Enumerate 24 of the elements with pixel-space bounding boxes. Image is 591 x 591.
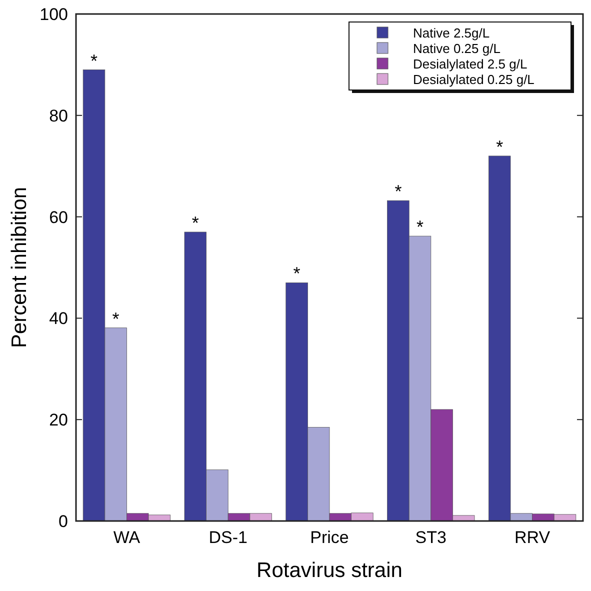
y-tick-label: 80 <box>49 106 68 126</box>
data-label: * <box>112 308 120 329</box>
legend-label: Desialylated 0.25 g/L <box>413 72 534 88</box>
x-tick-label: RRV <box>514 528 551 547</box>
legend-label: Native 2.5g/L <box>413 26 490 41</box>
y-tick-label: 40 <box>49 309 68 328</box>
x-tick-label: WA <box>113 528 141 547</box>
y-axis-title: Percent inhibition <box>8 186 31 348</box>
data-label: * <box>293 264 300 284</box>
data-label: * <box>496 136 504 157</box>
data-label: * <box>192 213 199 234</box>
legend-label: Native 0.25 g/L <box>413 41 500 56</box>
y-tick-label: 0 <box>58 512 68 531</box>
x-tick-label: ST3 <box>415 528 446 547</box>
x-tick-label: Price <box>310 528 349 547</box>
data-label: * <box>416 217 424 238</box>
x-tick-label: DS-1 <box>208 528 248 547</box>
y-tick-label: 100 <box>40 4 68 24</box>
x-axis-title: Rotavirus strain <box>256 559 402 582</box>
legend-label: Desialylated 2.5 g/L <box>413 56 528 72</box>
y-tick-label: 60 <box>49 208 68 227</box>
data-label: * <box>90 50 98 71</box>
data-label: * <box>394 182 402 202</box>
y-tick-label: 20 <box>49 410 68 430</box>
